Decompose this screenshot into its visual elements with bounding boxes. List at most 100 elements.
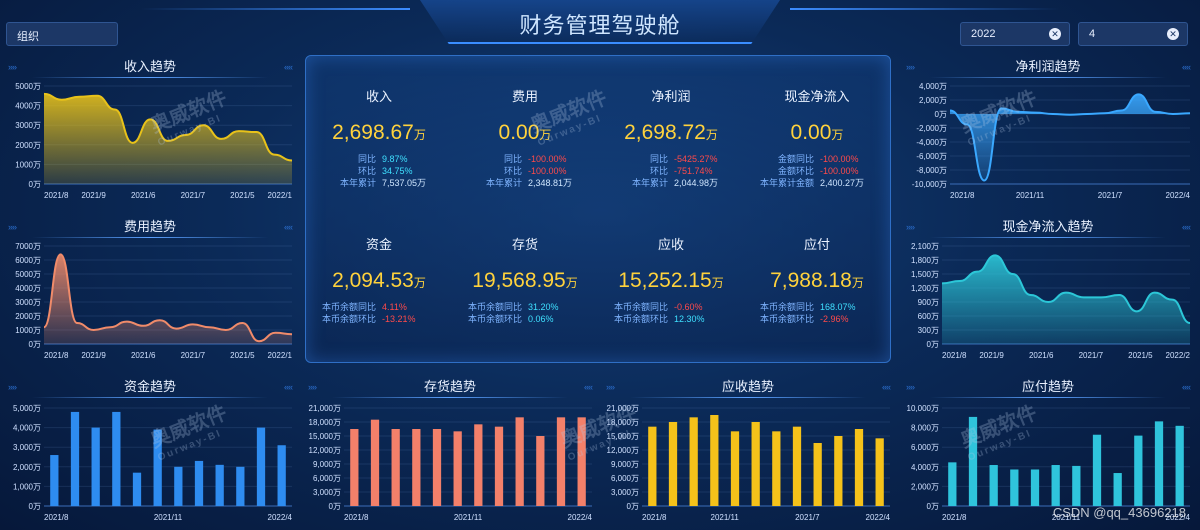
bar	[1134, 435, 1143, 506]
kpi-row: 本年累计 2,044.98万	[631, 178, 719, 188]
y-tick-label: 4,000万	[919, 82, 947, 91]
y-tick-label: 1000万	[15, 326, 41, 335]
chevron-right-icon: ««	[283, 382, 293, 392]
kpi-value: 7,988.18万	[770, 269, 864, 292]
kpi-row: 本年累计金额 2,400.27万	[759, 178, 865, 188]
y-tick-label: 1000万	[15, 160, 41, 169]
bar	[1113, 473, 1122, 506]
year-selector[interactable]: 2022 ✕	[960, 22, 1070, 46]
area-fill	[44, 254, 292, 344]
bar	[91, 427, 100, 506]
y-tick-label: 0万	[29, 502, 41, 511]
income-trend-title: 收入趋势	[2, 58, 298, 78]
bar	[370, 419, 380, 506]
bar	[515, 417, 524, 506]
clear-year-icon[interactable]: ✕	[1049, 28, 1061, 40]
bar	[494, 426, 504, 506]
inventory-trend-panel: 存货趋势 »» «« 0万 3,000万 6,000万 9,000万 12,000万 15,…	[302, 378, 598, 526]
kpi-label: 现金净流入	[784, 89, 850, 104]
header-deco-right	[790, 8, 1060, 10]
y-tick-label: 15,000万	[309, 432, 341, 441]
x-tick-label: 2022/4	[1166, 191, 1191, 200]
chevron-left-icon: »»	[8, 382, 17, 392]
bar	[174, 466, 183, 506]
kpi-row: 本币余额同比 -0.60%	[613, 302, 703, 312]
x-tick-label: 2022/4	[1166, 513, 1191, 522]
kpi-card: 应付 7,988.18万 本币余额同比 168.07% 本币余额环比 -2.96%	[744, 234, 890, 325]
x-tick-label: 2021/9	[81, 191, 106, 200]
y-tick-label: 3000万	[15, 298, 41, 307]
org-selector[interactable]: 组织	[6, 22, 118, 46]
month-value: 4	[1089, 28, 1096, 40]
y-tick-label: 600万	[918, 312, 939, 321]
bar	[1030, 469, 1040, 506]
payable-trend-panel: 应付趋势 »» «« 0万 2,000万 4,000万 6,000万 8,000万 10,0…	[900, 378, 1196, 526]
x-tick-label: 2021/8	[942, 351, 967, 360]
bar	[772, 431, 781, 506]
kpi-card: 存货 19,568.95万 本币余额同比 31.20% 本币余额环比 0.06%	[452, 234, 598, 325]
y-tick-label: 4000万	[15, 102, 41, 111]
bar	[1010, 469, 1019, 506]
bar	[432, 429, 442, 506]
y-tick-label: -8,000万	[916, 166, 947, 175]
y-tick-label: 900万	[918, 298, 939, 307]
y-tick-label: 4,000万	[13, 424, 41, 433]
payable-trend-title: 应付趋势	[900, 378, 1196, 398]
title-frame	[420, 0, 780, 44]
y-tick-label: -4,000万	[916, 138, 947, 147]
x-tick-label: 2021/6	[131, 191, 156, 200]
bar	[668, 422, 678, 506]
kpi-card: 现金净流入 0.00万 金额同比 -100.00% 金额环比 -100.00% 本年累计金额…	[744, 86, 890, 189]
y-tick-label: 3,000万	[13, 443, 41, 452]
month-selector[interactable]: 4 ✕	[1078, 22, 1188, 46]
kpi-label: 收入	[365, 89, 392, 104]
x-tick-label: 2021/5	[1128, 351, 1153, 360]
x-tick-label: 2021/8	[44, 351, 69, 360]
bar	[792, 426, 802, 506]
chevron-left-icon: »»	[906, 222, 915, 232]
y-tick-label: 2,100万	[911, 242, 939, 251]
y-tick-label: 12,000万	[607, 446, 639, 455]
y-tick-label: 5000万	[15, 82, 41, 91]
chevron-right-icon: ««	[1181, 62, 1191, 72]
kpi-row: 本币余额同比 31.20%	[467, 302, 559, 312]
bar	[350, 429, 359, 506]
x-tick-label: 2021/8	[642, 513, 667, 522]
kpi-row: 环比 -751.74%	[649, 166, 713, 176]
funds-trend-panel: 资金趋势 »» «« 0万 1,000万 2,000万 3,000万 4,000万 5,00…	[2, 378, 298, 526]
bar	[577, 417, 586, 506]
clear-month-icon[interactable]: ✕	[1167, 28, 1179, 40]
y-tick-label: 9,000万	[313, 460, 341, 469]
org-selector-label: 组织	[17, 31, 39, 43]
kpi-card: 应收 15,252.15万 本币余额同比 -0.60% 本币余额环比 12.30%	[598, 234, 744, 325]
y-tick-label: -6,000万	[916, 152, 947, 161]
cashflow-trend-panel: 现金净流入趋势 »» «« 0万 300万 600万 900万 1,200万 1,500万 1…	[900, 218, 1196, 363]
y-tick-label: 6000万	[15, 256, 41, 265]
y-tick-label: 1,800万	[911, 256, 939, 265]
y-tick-label: 18,000万	[607, 418, 639, 427]
y-tick-label: 15,000万	[607, 432, 639, 441]
chevron-right-icon: ««	[583, 382, 593, 392]
chevron-right-icon: ««	[283, 222, 293, 232]
x-tick-label: 2021/11	[454, 513, 483, 522]
y-tick-label: 2,000万	[919, 96, 947, 105]
kpi-label: 存货	[511, 237, 538, 252]
y-tick-label: 2,000万	[911, 482, 939, 491]
kpi-row: 同比 -5425.27%	[649, 154, 718, 164]
bar	[689, 417, 698, 506]
bar	[1154, 421, 1164, 506]
kpi-label: 应付	[803, 237, 830, 252]
chevron-right-icon: ««	[283, 62, 293, 72]
y-tick-label: 3000万	[15, 121, 41, 130]
chevron-left-icon: »»	[906, 382, 915, 392]
y-tick-label: 2,000万	[13, 463, 41, 472]
y-tick-label: 9,000万	[611, 460, 639, 469]
y-tick-label: 1,000万	[13, 482, 41, 491]
series-line	[43, 253, 293, 343]
cashflow-trend-chart: 0万 300万 600万 900万 1,200万 1,500万 1,800万 2,100万 20…	[911, 242, 1191, 360]
y-tick-label: 6,000万	[611, 474, 639, 483]
y-tick-label: 0万	[627, 502, 639, 511]
bar	[256, 427, 266, 506]
x-tick-label: 2021/5	[230, 351, 255, 360]
x-tick-label: 2021/11	[711, 513, 740, 522]
